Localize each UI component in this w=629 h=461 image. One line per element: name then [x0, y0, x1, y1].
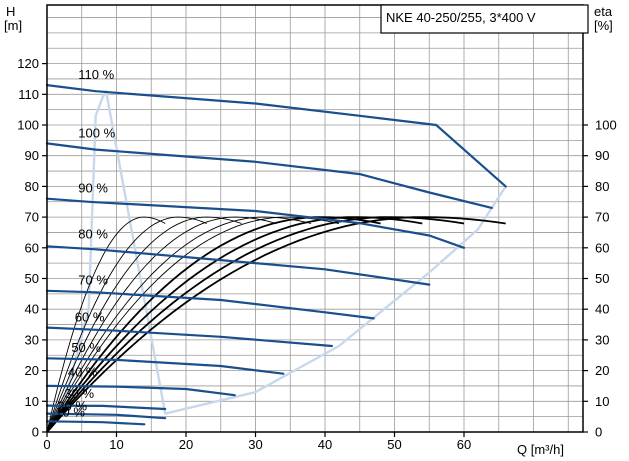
- eta-tick-label-right: 50: [595, 271, 609, 286]
- head-curve: [45, 326, 333, 348]
- y-tick-label-left: 40: [25, 302, 39, 317]
- head-curves: [45, 83, 507, 426]
- title-box-frame: [380, 4, 589, 34]
- efficiency-curves: [46, 216, 506, 433]
- speed-label: 100 %: [78, 125, 115, 140]
- y-tick-label-left: 80: [25, 179, 39, 194]
- eta-tick-label-right: 20: [595, 363, 609, 378]
- x-tick-label: 0: [43, 437, 50, 452]
- y-tick-label-left: 60: [25, 240, 39, 255]
- speed-label: 50 %: [71, 340, 101, 355]
- head-curve: [45, 289, 375, 320]
- y-tick-label-left: 0: [32, 425, 39, 440]
- efficiency-curve: [46, 216, 207, 433]
- speed-label: 40 %: [68, 365, 98, 380]
- y-tick-label-left: 100: [17, 118, 39, 133]
- head-curve: [45, 245, 431, 286]
- efficiency-curve: [46, 216, 277, 433]
- y-axis-title-right: eta: [594, 4, 613, 19]
- efficiency-curve: [46, 216, 339, 433]
- y-tick-label-left: 20: [25, 363, 39, 378]
- x-tick-label: 60: [457, 437, 471, 452]
- head-curve: [45, 420, 146, 426]
- y-tick-label-left: 30: [25, 332, 39, 347]
- speed-label: 60 %: [75, 309, 105, 324]
- head-curve: [45, 384, 236, 397]
- speed-label: 80 %: [78, 227, 108, 242]
- y-tick-label-left: 50: [25, 271, 39, 286]
- eta-tick-label-right: 100: [595, 118, 617, 133]
- speed-label: 20 %: [57, 399, 87, 414]
- eta-tick-label-right: 40: [595, 302, 609, 317]
- speed-label: 90 %: [78, 181, 108, 196]
- eta-tick-label-right: 90: [595, 148, 609, 163]
- head-curve: [45, 357, 285, 375]
- speed-label: 70 %: [78, 273, 108, 288]
- title-box: NKE 40-250/255, 3*400 V: [380, 4, 589, 34]
- eta-tick-label-right: 80: [595, 179, 609, 194]
- head-curve: [45, 197, 466, 249]
- x-tick-label: 10: [109, 437, 123, 452]
- speed-labels: 110 % 100 % 90 % 80 % 70 % 60 % 50 % 40 % 30 %20…: [55, 67, 115, 420]
- speed-label: 110 %: [78, 67, 114, 82]
- x-tick-label: 20: [179, 437, 193, 452]
- plot-frame: [46, 4, 584, 433]
- y-axis-unit-right: [%]: [594, 18, 613, 33]
- eta-tick-label-right: 30: [595, 332, 609, 347]
- y-tick-label-left: 90: [25, 148, 39, 163]
- chart-title: NKE 40-250/255, 3*400 V: [386, 10, 536, 25]
- efficiency-curve: [46, 216, 423, 433]
- y-tick-label-left: 110: [18, 87, 39, 102]
- eta-tick-label-right: 0: [595, 425, 602, 440]
- head-curve: [45, 83, 507, 188]
- efficiency-curve: [46, 216, 506, 433]
- efficiency-curve: [46, 216, 465, 433]
- efficiency-curve: [46, 216, 242, 433]
- head-curve: [45, 404, 167, 411]
- x-tick-label: 30: [248, 437, 262, 452]
- x-tick-label: 40: [318, 437, 332, 452]
- eta-tick-label-right: 10: [595, 394, 609, 409]
- y-axis-unit-left: [m]: [4, 18, 22, 33]
- y-tick-label-left: 10: [25, 394, 39, 409]
- y-tick-label-left: 70: [25, 210, 39, 225]
- efficiency-curve: [46, 216, 381, 433]
- speed-label: 30 %: [64, 386, 94, 401]
- head-curve: [45, 412, 167, 420]
- eta-tick-label-right: 60: [595, 240, 609, 255]
- y-tick-label-left: 120: [17, 56, 39, 71]
- y-axis-title-left: H: [6, 4, 15, 19]
- eta-tick-label-right: 70: [595, 210, 609, 225]
- axis-ticks: 0 10 20 30 40 50 60010203040506070809010011012…: [17, 56, 616, 452]
- speed-label: 10 %: [55, 405, 85, 420]
- head-curve: [45, 142, 493, 209]
- x-tick-label: 50: [387, 437, 401, 452]
- x-axis-title: Q [m³/h]: [517, 442, 564, 457]
- efficiency-curve: [46, 216, 312, 433]
